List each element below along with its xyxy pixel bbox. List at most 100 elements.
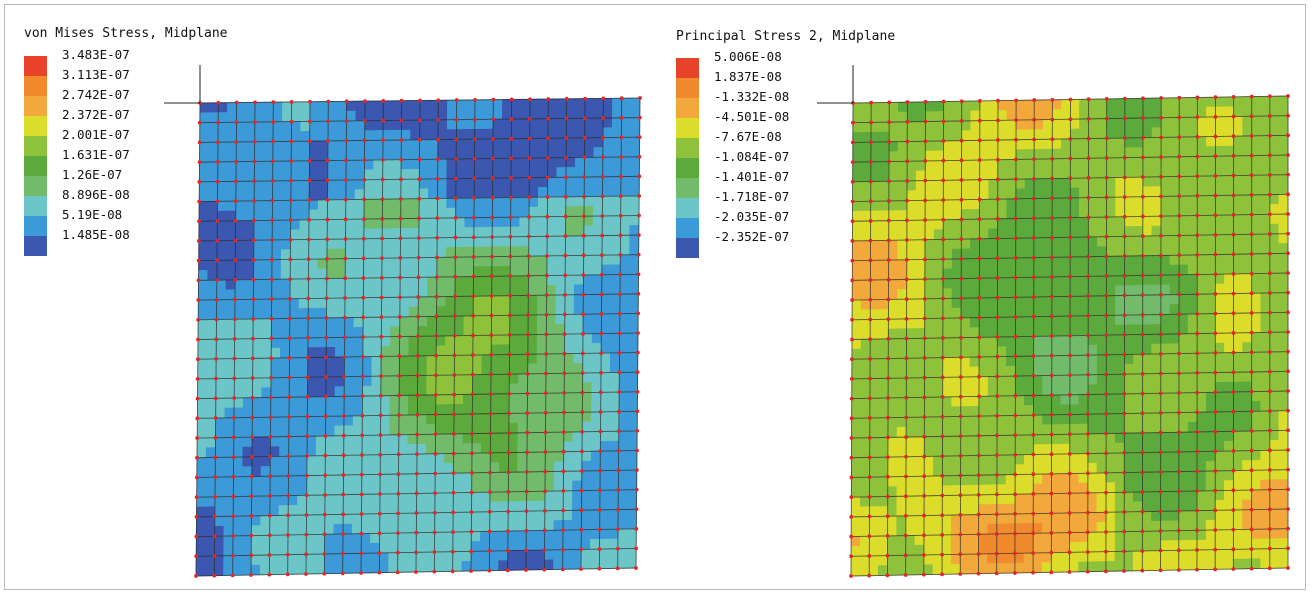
mesh-node bbox=[377, 551, 382, 555]
contour-cell bbox=[852, 161, 863, 173]
contour-cell bbox=[870, 210, 881, 222]
contour-cell bbox=[1133, 97, 1144, 109]
contour-cell bbox=[878, 397, 889, 409]
contour-cell bbox=[363, 248, 374, 259]
contour-cell bbox=[280, 278, 291, 290]
contour-cell bbox=[1033, 326, 1044, 337]
contour-cell bbox=[1178, 244, 1189, 256]
contour-cell bbox=[1160, 491, 1171, 502]
contour-cell bbox=[1006, 346, 1016, 357]
contour-cell bbox=[509, 265, 520, 277]
contour-cell bbox=[619, 283, 630, 295]
contour-cell bbox=[1169, 274, 1180, 286]
mesh-node bbox=[286, 474, 291, 478]
contour-cell bbox=[1142, 107, 1153, 119]
contour-cell bbox=[1187, 490, 1198, 502]
contour-cell bbox=[325, 396, 336, 407]
contour-cell bbox=[1215, 165, 1225, 177]
contour-cell bbox=[887, 555, 897, 566]
contour-cell bbox=[535, 490, 546, 502]
legend-swatch bbox=[24, 76, 47, 96]
contour-cell bbox=[287, 563, 298, 575]
contour-cell bbox=[878, 338, 889, 350]
contour-cell bbox=[878, 476, 889, 488]
mesh-node bbox=[542, 548, 547, 552]
contour-cell bbox=[327, 160, 338, 171]
contour-cell bbox=[398, 444, 409, 455]
contour-cell bbox=[1051, 325, 1062, 337]
contour-cell bbox=[601, 205, 612, 217]
contour-cell bbox=[462, 492, 473, 503]
contour-cell bbox=[554, 372, 565, 384]
contour-cell bbox=[508, 383, 519, 395]
contour-cell bbox=[354, 218, 365, 230]
contour-cell bbox=[318, 101, 329, 112]
contour-cell bbox=[932, 514, 943, 526]
contour-cell bbox=[197, 339, 208, 350]
contour-cell bbox=[547, 177, 558, 188]
contour-cell bbox=[446, 109, 457, 121]
contour-cell bbox=[235, 230, 246, 241]
contour-cell bbox=[1115, 245, 1125, 257]
contour-cell bbox=[1060, 315, 1071, 327]
contour-cell bbox=[419, 149, 430, 160]
contour-cell bbox=[1024, 385, 1034, 396]
contour-cell bbox=[593, 107, 604, 119]
contour-cell bbox=[509, 246, 520, 257]
mesh-node bbox=[451, 490, 456, 495]
contour-cell bbox=[262, 219, 273, 231]
contour-cell bbox=[852, 122, 863, 133]
contour-cell bbox=[1142, 363, 1153, 375]
contour-cell bbox=[574, 157, 585, 168]
contour-cell bbox=[1096, 295, 1107, 307]
contour-cell bbox=[555, 333, 566, 345]
contour-cell bbox=[850, 545, 861, 557]
contour-cell bbox=[427, 276, 438, 288]
contour-cell bbox=[1142, 412, 1152, 424]
contour-cell bbox=[391, 159, 402, 170]
mesh-node bbox=[380, 256, 384, 261]
contour-cell bbox=[491, 216, 502, 228]
contour-cell bbox=[351, 533, 362, 545]
contour-cell bbox=[942, 445, 952, 457]
contour-cell bbox=[400, 169, 411, 180]
contour-cell bbox=[250, 544, 261, 556]
contour-cell bbox=[1114, 501, 1125, 513]
contour-cell bbox=[253, 298, 263, 310]
contour-cell bbox=[1105, 364, 1116, 375]
contour-cell bbox=[969, 336, 980, 348]
contour-cell bbox=[565, 137, 576, 149]
contour-cell bbox=[1061, 108, 1071, 120]
contour-cell bbox=[1069, 394, 1080, 406]
contour-cell bbox=[951, 396, 962, 408]
contour-cell bbox=[417, 384, 428, 396]
contour-cell bbox=[250, 525, 261, 536]
contour-cell bbox=[389, 395, 400, 406]
contour-cell bbox=[498, 511, 509, 522]
contour-cell bbox=[453, 462, 464, 474]
contour-cell bbox=[861, 161, 872, 173]
contour-cell bbox=[933, 278, 944, 290]
mesh-node bbox=[378, 433, 383, 437]
contour-cell bbox=[463, 374, 474, 386]
mesh-node bbox=[635, 389, 640, 394]
contour-cell bbox=[1133, 157, 1144, 168]
contour-cell bbox=[361, 503, 372, 515]
contour-cell bbox=[464, 178, 475, 189]
contour-cell bbox=[518, 353, 529, 365]
contour-cell bbox=[1024, 178, 1035, 190]
mesh-node bbox=[398, 256, 403, 260]
contour-cell bbox=[526, 402, 537, 414]
contour-cell bbox=[345, 150, 356, 161]
mesh-node bbox=[434, 373, 438, 378]
contour-cell bbox=[298, 337, 309, 349]
contour-cell bbox=[1187, 126, 1198, 138]
contour-cell bbox=[575, 117, 586, 129]
contour-cell bbox=[933, 308, 944, 319]
contour-cell bbox=[544, 461, 555, 472]
mesh-node bbox=[488, 392, 493, 396]
contour-cell bbox=[391, 178, 402, 190]
contour-cell bbox=[888, 308, 898, 320]
contour-cell bbox=[599, 479, 610, 491]
contour-cell bbox=[1014, 414, 1025, 426]
